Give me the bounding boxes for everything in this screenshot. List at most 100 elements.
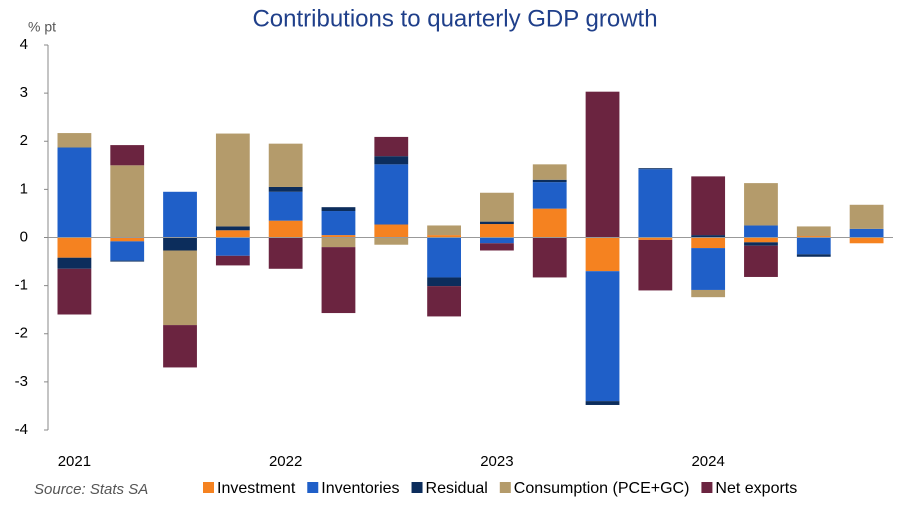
bar-segment [744, 183, 778, 226]
bar-segment [110, 260, 145, 262]
x-tick-label: 2023 [480, 453, 513, 470]
bar-segment [427, 235, 461, 238]
bar-segment [532, 237, 567, 278]
source: Source: Stats SA [34, 481, 148, 498]
legend-label: Investment [217, 480, 296, 497]
bar-segment [374, 237, 409, 245]
bar-segment [57, 237, 92, 258]
bar-segment [796, 237, 831, 255]
legend-swatch [411, 482, 423, 493]
bar-segment [110, 145, 145, 166]
bar-segment [427, 286, 461, 317]
bar-segment [215, 133, 250, 227]
bar-segment [163, 237, 197, 251]
bar-segment [427, 237, 461, 278]
bar-segment [215, 255, 250, 266]
bar-segment [374, 136, 409, 157]
bar-segment [163, 325, 197, 368]
bar-segment [691, 176, 726, 236]
bar-segment [374, 224, 409, 238]
bar-segment [585, 237, 620, 272]
bar-segment [268, 191, 303, 221]
x-tick-label: 2021 [58, 453, 91, 470]
bar-segment [163, 250, 197, 326]
bar-segment [427, 277, 461, 287]
chart-title: Contributions to quarterly GDP growth [252, 5, 657, 32]
bar-segment [691, 289, 726, 298]
bar-segment [744, 245, 778, 277]
bar-segment [215, 230, 250, 238]
bar-segment [744, 225, 778, 238]
bar-segment [268, 186, 303, 192]
bar-segment [849, 204, 884, 229]
bar-segment [585, 271, 620, 402]
y-tick-label: -2 [15, 325, 28, 342]
legend-swatch [499, 482, 511, 493]
bar-segment [796, 236, 831, 238]
bar-segment [480, 192, 514, 222]
bar-segment [691, 248, 726, 290]
bar-segment [480, 243, 514, 251]
bar-segment [268, 237, 303, 269]
bar-segment [57, 268, 92, 315]
legend-label: Net exports [715, 480, 797, 497]
bar-segment [374, 156, 409, 165]
bar-segment [57, 147, 92, 238]
bar-segment [57, 257, 92, 269]
bar-segment [585, 401, 620, 405]
legend-swatch [701, 482, 713, 493]
bar-segment [163, 191, 197, 238]
y-tick-label: -1 [15, 277, 28, 294]
bar-segment [215, 237, 250, 256]
bar-segment [480, 221, 514, 225]
bar-segment [638, 169, 673, 238]
bar-segment [480, 224, 514, 238]
legend-label: Residual [426, 480, 488, 497]
bar-segment [796, 226, 831, 237]
bar-segment [691, 237, 726, 249]
y-tick-label: 0 [20, 228, 28, 245]
legend-swatch [307, 482, 319, 493]
legend-label: Consumption (PCE+GC) [514, 480, 690, 497]
bar-segment [744, 242, 778, 246]
x-tick-label: 2022 [269, 453, 302, 470]
bar-segment [321, 237, 356, 248]
bar-segment [321, 207, 356, 212]
bar-segment [321, 235, 356, 238]
bar-segment [480, 237, 514, 244]
bar-segment [57, 133, 92, 148]
bar-segment [585, 91, 620, 238]
y-tick-label: -3 [15, 373, 28, 390]
bar-segment [110, 241, 145, 261]
x-tick-label: 2024 [691, 453, 724, 470]
bar-segment [532, 208, 567, 238]
bar-segment [321, 247, 356, 314]
y-tick-label: 2 [20, 132, 28, 149]
bar-segment [638, 168, 673, 170]
bar-segment [691, 235, 726, 238]
bar-segment [796, 254, 831, 257]
y-tick-label: 1 [20, 180, 28, 197]
bar-segment [532, 182, 567, 209]
bar-segment [849, 228, 884, 238]
bar-segment [374, 164, 409, 225]
bar-segment [532, 164, 567, 180]
bar-segment [321, 211, 356, 236]
bar-segment [744, 237, 778, 243]
bar-segment [532, 179, 567, 183]
bar-segment [268, 143, 303, 187]
legend-swatch [203, 482, 214, 493]
bar-segment [215, 226, 250, 231]
y-tick-label: 3 [20, 84, 28, 101]
bar-segment [110, 165, 145, 238]
bar-segment [849, 237, 884, 244]
bar-segment [268, 220, 303, 238]
bar-segment [110, 237, 145, 242]
y-axis-label: % pt [28, 19, 56, 35]
legend-label: Inventories [321, 480, 399, 497]
bar-segment [427, 225, 461, 236]
bar-segment [638, 239, 673, 291]
y-tick-label: -4 [15, 421, 28, 438]
y-tick-label: 4 [20, 36, 28, 53]
